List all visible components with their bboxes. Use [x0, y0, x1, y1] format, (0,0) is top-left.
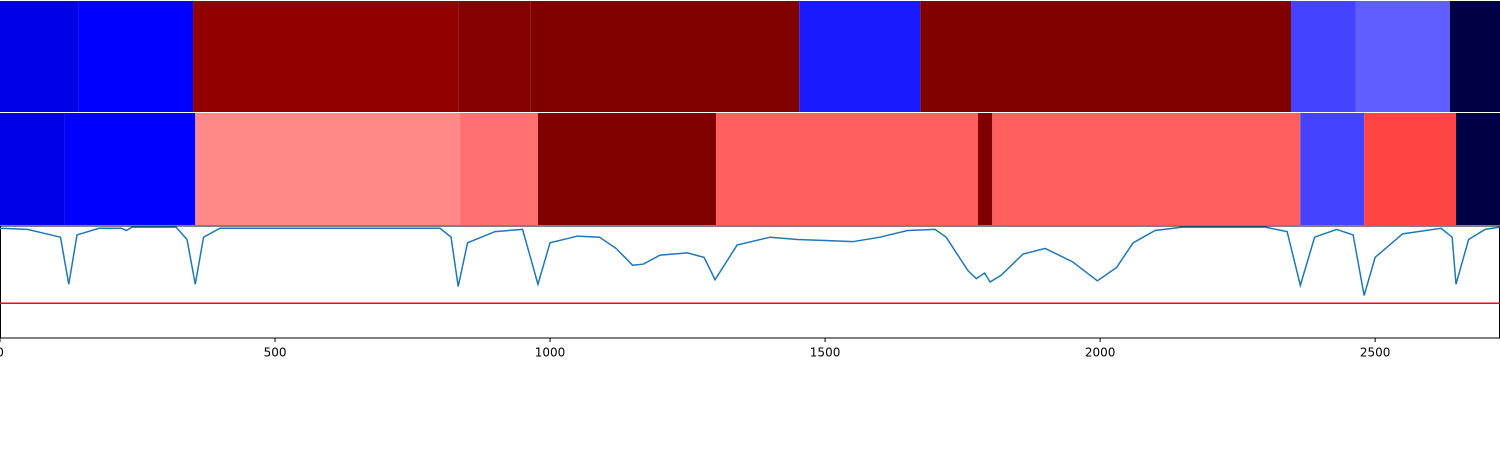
- segment: [195, 113, 460, 225]
- x-tick-label: 1000: [535, 346, 566, 360]
- segment: [1300, 113, 1365, 225]
- x-tick-label: 1500: [810, 346, 841, 360]
- segment: [0, 1, 79, 112]
- x-tick-label: 500: [264, 346, 287, 360]
- segment: [530, 1, 800, 112]
- segment: [537, 113, 717, 225]
- segment: [193, 1, 459, 112]
- segment: [78, 1, 194, 112]
- x-tick-label: 2000: [1085, 346, 1116, 360]
- segment: [458, 1, 531, 112]
- segment: [977, 113, 993, 225]
- segment: [1364, 113, 1456, 225]
- plot-frame: [0, 225, 1500, 339]
- segment: [459, 113, 538, 225]
- x-tick-label: 2500: [1360, 346, 1391, 360]
- segment: [716, 113, 978, 225]
- segment: [0, 113, 65, 225]
- segment: [992, 113, 1301, 225]
- segment: [64, 113, 196, 225]
- segment: [1449, 1, 1500, 112]
- segment: [1290, 1, 1356, 112]
- x-tick-label: 0: [0, 346, 4, 360]
- segment: [1455, 113, 1500, 225]
- segment: [920, 1, 1291, 112]
- line-series: [0, 226, 1500, 296]
- segment: [1355, 1, 1450, 112]
- segment: [799, 1, 921, 112]
